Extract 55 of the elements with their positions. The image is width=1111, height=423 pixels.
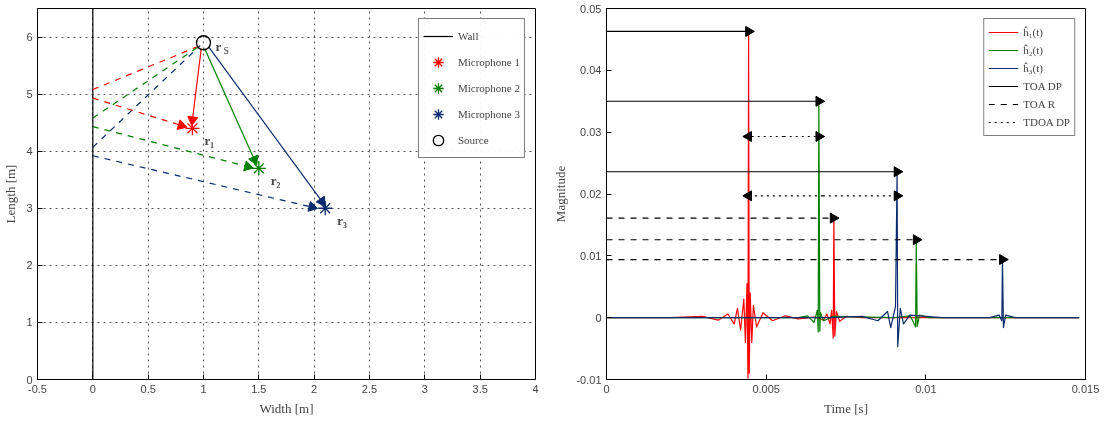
legend-label: Wall <box>457 29 479 44</box>
x-tick-label: 0.015 <box>1071 382 1100 395</box>
x-tick-label: 0.5 <box>140 382 156 395</box>
y-tick-label: 0.05 <box>580 2 602 15</box>
point <box>999 254 1009 266</box>
point <box>893 166 904 178</box>
legend-label: Microphone 2 <box>457 81 520 96</box>
x-axis-title: Width [m] <box>259 400 314 416</box>
x-tick-label: 2 <box>311 382 318 395</box>
x-tick-label: 2.5 <box>361 382 378 395</box>
legend-label: Microphone 3 <box>457 107 520 122</box>
y-tick-label: 6 <box>26 31 33 44</box>
x-tick-label: 3.5 <box>472 382 488 395</box>
x-tick-label: 3 <box>421 382 428 395</box>
point <box>317 200 333 216</box>
y-axis-title: Magnitude <box>553 165 569 223</box>
legend-label: ĥ₁(t) <box>1023 25 1044 40</box>
legend-label: Source <box>457 133 489 148</box>
y-tick-label: 4 <box>26 145 33 158</box>
legend-label: TOA DP <box>1023 79 1062 94</box>
x-tick-label: 1 <box>200 382 207 395</box>
y-tick-label: 0.03 <box>580 126 602 139</box>
annotation: r₁ <box>204 132 215 148</box>
y-tick-label: 0.01 <box>580 249 602 262</box>
x-tick-label: 0 <box>603 382 610 395</box>
annotation: r₂ <box>270 172 281 188</box>
y-tick-label: -0.01 <box>576 373 602 386</box>
y-tick-label: 0.02 <box>580 188 602 200</box>
y-tick-label: 5 <box>26 88 33 101</box>
legend-label: TDOA DP <box>1023 115 1070 130</box>
x-tick-label: 4 <box>532 382 539 395</box>
point <box>893 190 904 202</box>
point <box>195 35 212 51</box>
x-tick-label: 0.01 <box>915 382 937 395</box>
point <box>251 160 267 176</box>
x-tick-label: 0 <box>89 382 96 395</box>
point <box>815 95 826 107</box>
x-axis-title: Time [s] <box>824 400 868 416</box>
y-tick-label: 0.04 <box>580 64 602 77</box>
y-tick-label: 0 <box>595 311 602 324</box>
legend-label: ĥ₂(t) <box>1023 43 1044 58</box>
point <box>912 234 923 246</box>
y-tick-label: 2 <box>26 259 33 272</box>
legend-label: ĥ₃(t) <box>1023 61 1044 76</box>
y-tick-label: 1 <box>26 316 33 329</box>
point <box>745 25 755 37</box>
y-tick-label: 3 <box>26 202 33 215</box>
point <box>829 212 840 224</box>
legend-label: TOA R <box>1023 97 1056 112</box>
legend-label: Microphone 1 <box>457 55 520 70</box>
x-tick-label: 0.005 <box>752 382 780 395</box>
y-axis-title: Length [m] <box>3 164 19 224</box>
annotation: r₃ <box>337 212 347 228</box>
x-tick-label: 1.5 <box>251 382 267 395</box>
point <box>815 130 826 142</box>
